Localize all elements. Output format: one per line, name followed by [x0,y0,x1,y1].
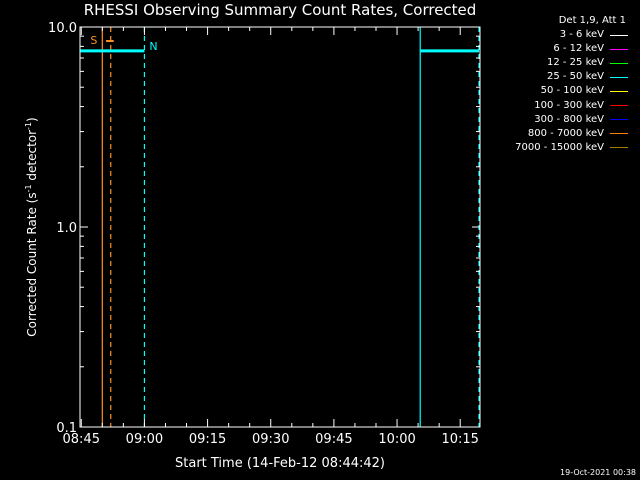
legend-item-label: 3 - 6 keV [559,29,604,41]
x-tick-label: 09:30 [252,432,289,447]
y-axis-label-sup2: -1 [24,122,33,130]
legend-item-label: 12 - 25 keV [546,57,604,69]
legend-item: 3 - 6 keV [484,28,628,42]
y-tick-label: 10.0 [48,21,77,36]
legend-item: 6 - 12 keV [484,42,628,56]
legend-swatch [610,34,628,36]
axis-ticks: 08:45 09:00 09:15 09:30 09:45 10:00 10:15 10.0 1… [48,21,480,447]
legend-item-label: 50 - 100 keV [540,85,604,97]
flag-label: S [90,34,97,47]
x-tick-label: 09:00 [126,432,163,447]
x-tick-label: 10:15 [441,432,478,447]
legend-header: Det 1,9, Att 1 [558,15,626,26]
x-tick-label: 08:45 [63,432,100,447]
y-axis-label-main: Corrected Count Rate (s [25,192,39,336]
legend-swatch [610,147,628,149]
legend-swatch [610,105,628,107]
legend-item-label: 300 - 800 keV [534,113,604,125]
legend-swatch [610,76,628,78]
legend-item-label: 800 - 7000 keV [527,127,604,139]
legend-swatch [610,62,628,64]
x-axis-label: Start Time (14-Feb-12 08:44:42) [175,456,385,471]
legend-item: 50 - 100 keV [484,84,628,98]
legend-item: 25 - 50 keV [484,70,628,84]
legend-item-label: 7000 - 15000 keV [515,141,604,153]
y-axis-label-sup1: -1 [24,184,33,192]
legend-swatch [610,91,628,93]
legend-item: 100 - 300 keV [484,99,628,113]
legend-item: 7000 - 15000 keV [484,141,628,155]
chart-title: RHESSI Observing Summary Count Rates, Co… [83,1,477,19]
footer-timestamp: 19-Oct-2021 00:38 [560,468,636,477]
y-tick-label: 0.1 [56,421,77,436]
x-tick-label: 09:15 [189,432,226,447]
y-axis-label-mid: detector [25,130,39,185]
legend-item-label: 100 - 300 keV [534,99,604,111]
legend-swatch [610,119,628,121]
x-tick-label: 09:45 [315,432,352,447]
flag-label: N [149,40,157,53]
legend-item-label: 6 - 12 keV [553,43,604,55]
legend-item: 12 - 25 keV [484,56,628,70]
y-axis-label: Corrected Count Rate (s-1 detector-1) [24,117,39,336]
legend: Det 1,9, Att 1 3 - 6 keV 6 - 12 keV 12 - 2… [484,14,628,155]
legend-item-label: 25 - 50 keV [546,71,604,83]
legend-rows: 3 - 6 keV 6 - 12 keV 12 - 25 keV 25 - 50 ke… [484,28,628,155]
y-tick-label: 1.0 [56,221,77,236]
legend-swatch [610,133,628,135]
y-axis-label-end: ) [25,117,39,122]
x-tick-label: 10:00 [378,432,415,447]
legend-item: 800 - 7000 keV [484,127,628,141]
legend-swatch [610,48,628,50]
legend-item: 300 - 800 keV [484,113,628,127]
